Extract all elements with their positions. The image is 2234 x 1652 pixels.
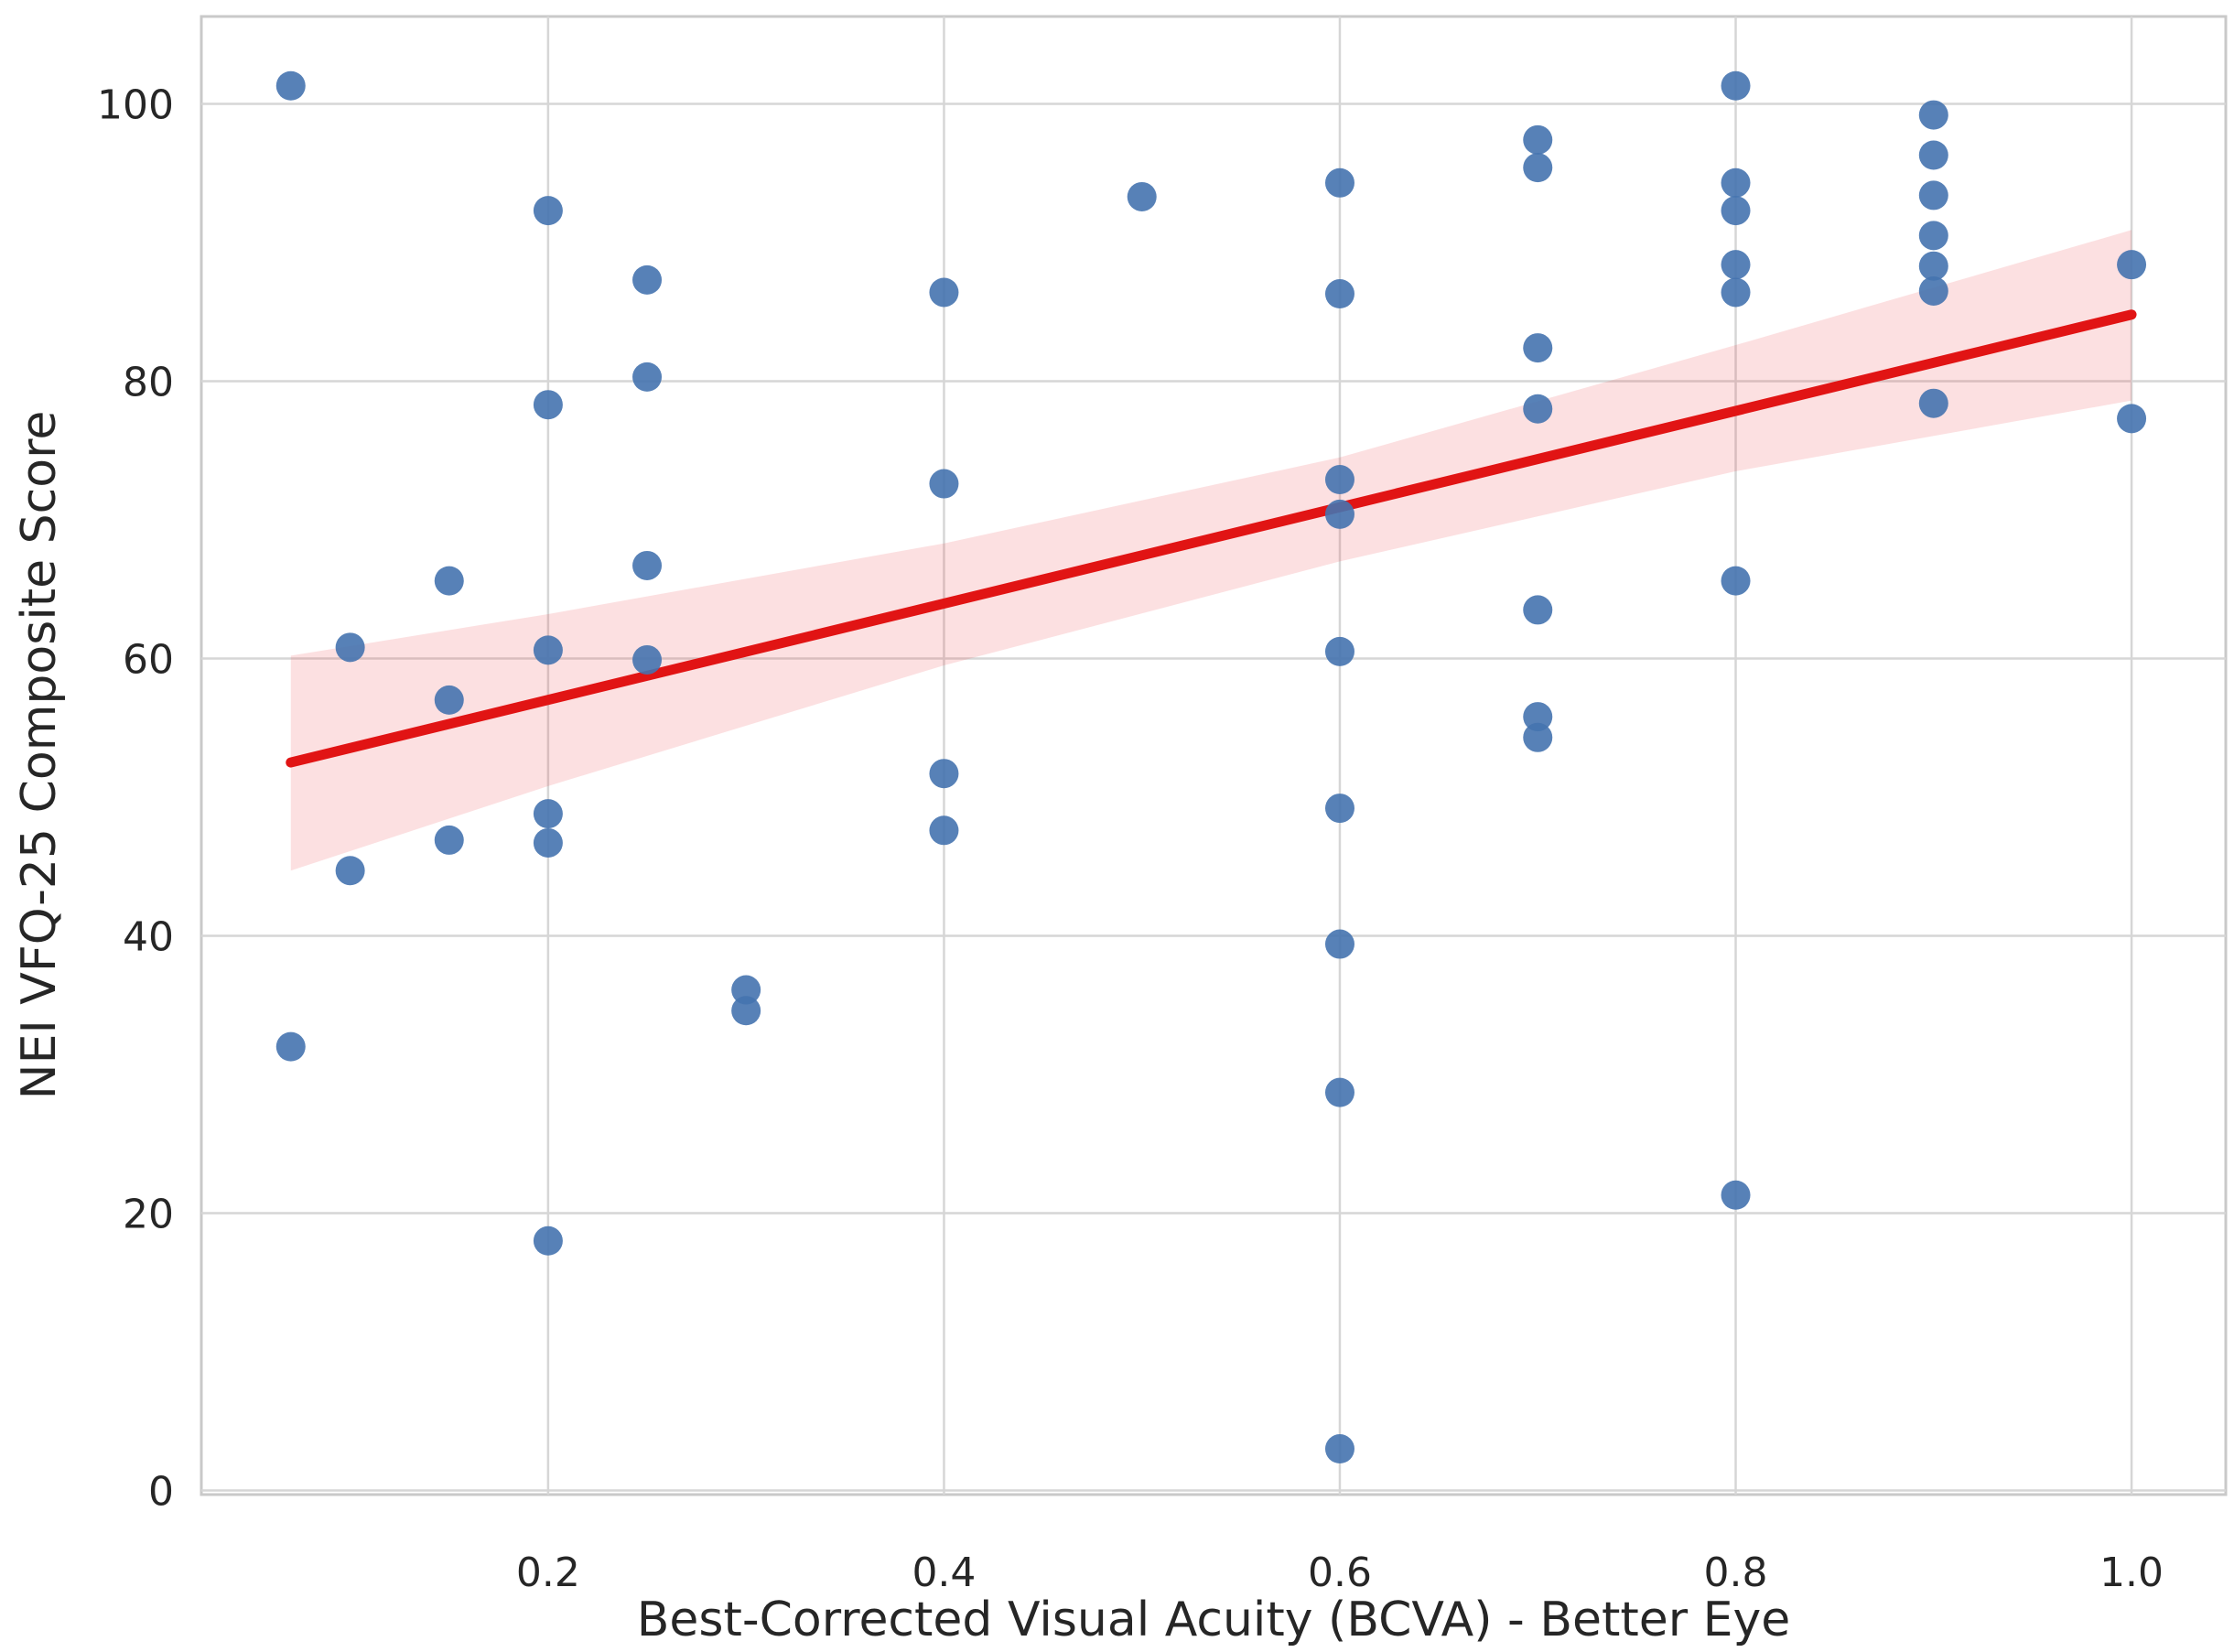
data-point	[1523, 153, 1553, 183]
data-point	[1721, 250, 1751, 280]
data-point	[434, 685, 464, 715]
y-tick-label: 100	[97, 81, 174, 128]
data-point	[731, 975, 761, 1005]
data-point	[1721, 566, 1751, 596]
y-tick-label: 20	[123, 1191, 174, 1237]
data-point	[1918, 251, 1948, 281]
y-tick-label: 40	[123, 913, 174, 960]
x-tick-label: 0.8	[1704, 1549, 1768, 1596]
data-point	[632, 644, 663, 675]
x-tick-label: 0.6	[1308, 1549, 1372, 1596]
data-point	[1918, 180, 1948, 211]
confidence-band-layer	[290, 230, 2132, 871]
data-point	[1324, 794, 1354, 824]
data-point	[1324, 499, 1354, 529]
y-tick-label: 80	[123, 359, 174, 405]
y-tick-label: 60	[123, 636, 174, 683]
data-point	[1918, 140, 1948, 170]
data-point	[1721, 277, 1751, 308]
data-point	[1324, 167, 1354, 198]
data-point	[1721, 196, 1751, 226]
data-point	[1324, 279, 1354, 309]
data-point	[533, 1226, 563, 1256]
data-point	[1918, 100, 1948, 130]
data-point	[632, 362, 663, 392]
data-point	[1523, 333, 1553, 363]
data-point	[533, 196, 563, 226]
data-point	[2117, 250, 2147, 280]
data-point	[1324, 636, 1354, 666]
data-point	[1523, 702, 1553, 732]
data-point	[1721, 167, 1751, 198]
data-point	[1324, 929, 1354, 959]
confidence-band	[290, 230, 2132, 871]
tick-label-layer: 0 20 40 60 80 100 0.2 0.4 0.6 0.8 1.0	[97, 81, 2164, 1596]
data-point	[1721, 70, 1751, 101]
data-point	[731, 996, 761, 1026]
data-point	[1324, 465, 1354, 495]
data-point	[1918, 221, 1948, 251]
data-point	[335, 632, 365, 663]
data-point	[1918, 388, 1948, 418]
scatter-points-layer	[275, 70, 2147, 1464]
data-point	[1523, 124, 1553, 155]
data-point	[929, 469, 959, 499]
data-point	[335, 856, 365, 886]
data-point	[1127, 181, 1157, 211]
data-point	[533, 799, 563, 829]
y-axis-title: NEI VFQ-25 Composite Score	[12, 411, 67, 1100]
x-tick-label: 1.0	[2099, 1549, 2164, 1596]
regression-line	[286, 309, 2137, 768]
data-point	[533, 390, 563, 420]
x-tick-label: 0.2	[516, 1549, 580, 1596]
data-point	[929, 759, 959, 789]
data-point	[1523, 394, 1553, 424]
data-point	[632, 265, 663, 295]
data-point	[1918, 275, 1948, 306]
regression-line-layer	[286, 309, 2137, 768]
data-point	[1523, 595, 1553, 625]
data-point	[1324, 1077, 1354, 1107]
data-point	[632, 550, 663, 580]
data-point	[275, 70, 306, 101]
data-point	[434, 825, 464, 855]
data-point	[533, 827, 563, 858]
data-point	[1523, 722, 1553, 752]
x-axis-title: Best-Corrected Visual Acuity (BCVA) - Be…	[637, 1593, 1791, 1647]
data-point	[1721, 1180, 1751, 1210]
data-point	[434, 566, 464, 596]
data-point	[1324, 1434, 1354, 1464]
data-point	[929, 277, 959, 308]
data-point	[275, 1031, 306, 1062]
x-tick-label: 0.4	[912, 1549, 976, 1596]
y-tick-label: 0	[148, 1468, 174, 1515]
data-point	[929, 815, 959, 846]
data-point	[2117, 404, 2147, 434]
data-point	[533, 635, 563, 665]
